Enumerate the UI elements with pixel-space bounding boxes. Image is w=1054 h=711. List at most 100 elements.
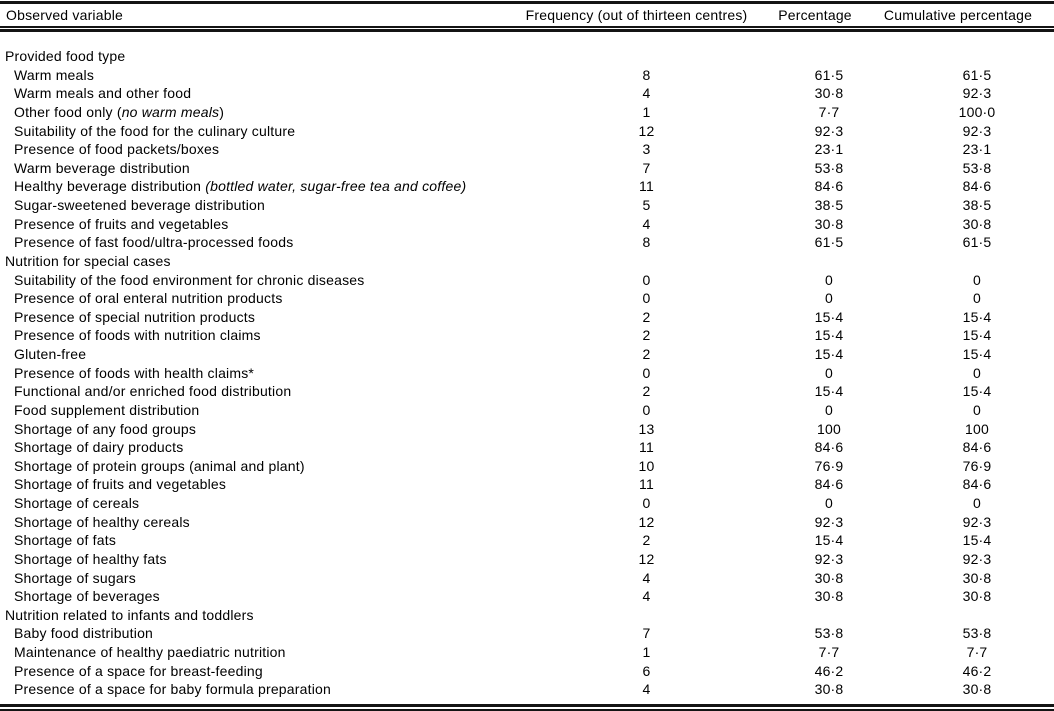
- row-label: Warm beverage distribution: [14, 159, 190, 176]
- table-row: Shortage of dairy products 11 84·6 84·6: [0, 438, 1054, 457]
- table-row: Presence of fruits and vegetables 4 30·8…: [0, 215, 1054, 234]
- cell-frequency: 0: [642, 364, 651, 381]
- cell-cumulative-percentage: 0: [973, 271, 981, 288]
- row-label: Presence of a space for breast-feeding: [14, 662, 263, 679]
- row-label: Maintenance of healthy paediatric nutrit…: [14, 644, 286, 660]
- row-label: Presence of a space for baby formula pre…: [14, 681, 331, 698]
- cell-cumulative-percentage: 76·9: [962, 457, 992, 474]
- cell-percentage: 23·1: [814, 141, 844, 158]
- cell-frequency: 2: [642, 532, 651, 549]
- table-row: Warm beverage distribution 7 53·8 53·8: [0, 159, 1054, 178]
- table-header-row: Observed variable Frequency (out of thir…: [0, 4, 1054, 26]
- table-row: Presence of fast food/ultra-processed fo…: [0, 233, 1054, 252]
- cell-cumulative-percentage: 92·3: [962, 513, 992, 530]
- cell-percentage: 15·4: [814, 327, 844, 344]
- table-row: Shortage of healthy fats 12 92·3 92·3: [0, 550, 1054, 569]
- table-row: Shortage of beverages 4 30·8 30·8: [0, 587, 1054, 606]
- cell-frequency: 3: [642, 141, 651, 158]
- cell-cumulative-percentage: 0: [973, 401, 981, 418]
- cell-frequency: 10: [638, 457, 655, 474]
- cell-frequency: 4: [642, 569, 651, 586]
- table-row: Maintenance of healthy paediatric nutrit…: [0, 643, 1054, 662]
- column-header-percentage: Percentage: [778, 7, 852, 23]
- cell-percentage: [768, 252, 862, 271]
- row-label: Presence of fruits and vegetables: [14, 215, 229, 232]
- table-row: Functional and/or enriched food distribu…: [0, 382, 1054, 401]
- table-row: Presence of a space for breast-feeding 6…: [0, 662, 1054, 681]
- table-row: Provided food type: [0, 47, 1054, 66]
- cell-percentage: 0: [825, 401, 833, 418]
- cell-percentage: 15·4: [814, 383, 844, 400]
- row-label: Shortage of healthy cereals: [14, 513, 190, 530]
- cell-frequency: [505, 252, 768, 271]
- table-row: Presence of food packets/boxes 3 23·1 23…: [0, 140, 1054, 159]
- row-label: Warm meals: [14, 66, 95, 83]
- cell-percentage: 84·6: [814, 178, 844, 195]
- row-label: Shortage of protein groups (animal and p…: [14, 457, 305, 474]
- table-row: Other food only (no warm meals) 1 7·7 10…: [0, 103, 1054, 122]
- cell-cumulative-percentage: 92·3: [962, 85, 992, 102]
- cell-frequency: 4: [642, 588, 651, 605]
- row-label: Shortage of fruits and vegetables: [14, 476, 227, 493]
- row-label: Sugar-sweetened beverage distribution: [14, 197, 265, 213]
- table-row: Nutrition for special cases: [0, 252, 1054, 271]
- cell-cumulative-percentage: 30·8: [962, 588, 992, 605]
- cell-percentage: 46·2: [814, 662, 844, 679]
- row-label: Provided food type: [5, 48, 126, 64]
- cell-cumulative-percentage: 61·5: [962, 66, 992, 83]
- table-row: Presence of special nutrition products 2…: [0, 308, 1054, 327]
- cell-cumulative-percentage: 15·4: [962, 308, 992, 325]
- cell-cumulative-percentage: 84·6: [962, 439, 992, 456]
- cell-frequency: 8: [642, 234, 651, 251]
- cell-percentage: 84·6: [814, 439, 844, 456]
- row-label: Shortage of any food groups: [14, 420, 197, 437]
- table-row: Nutrition related to infants and toddler…: [0, 606, 1054, 625]
- row-label: Shortage of healthy fats: [14, 550, 167, 567]
- cell-cumulative-percentage: 15·4: [962, 346, 992, 362]
- row-label: Suitability of the food environment for …: [14, 271, 365, 288]
- cell-frequency: 6: [642, 662, 651, 679]
- cell-percentage: 30·8: [814, 215, 844, 232]
- row-label: Shortage of sugars: [14, 569, 136, 586]
- row-label: Healthy beverage distribution (bottled w…: [14, 178, 467, 195]
- table-row: Sugar-sweetened beverage distribution 5 …: [0, 196, 1054, 215]
- table-row: Shortage of fruits and vegetables 11 84·…: [0, 475, 1054, 494]
- column-header-observed-variable: Observed variable: [6, 7, 124, 23]
- cell-frequency: 12: [638, 513, 655, 530]
- cell-cumulative-percentage: 61·5: [962, 234, 992, 251]
- cell-cumulative-percentage: 84·6: [962, 178, 992, 195]
- cell-percentage: 30·8: [814, 681, 844, 698]
- cell-cumulative-percentage: 15·4: [962, 327, 992, 344]
- table-top-rule: [0, 1, 1054, 4]
- cell-cumulative-percentage: 92·3: [962, 550, 992, 567]
- table-row: Presence of foods with health claims* 0 …: [0, 364, 1054, 383]
- table-row: Presence of foods with nutrition claims …: [0, 326, 1054, 345]
- row-label: Presence of foods with health claims*: [14, 364, 255, 381]
- table-row: Food supplement distribution 0 0 0: [0, 401, 1054, 420]
- cell-frequency: 4: [642, 85, 651, 102]
- cell-frequency: 2: [642, 327, 651, 344]
- table-row: Suitability of the food for the culinary…: [0, 122, 1054, 141]
- table-row: Suitability of the food environment for …: [0, 271, 1054, 290]
- cell-cumulative-percentage: 0: [973, 290, 981, 307]
- cell-percentage: 92·3: [814, 122, 844, 139]
- cell-cumulative-percentage: 92·3: [962, 122, 992, 139]
- row-label: Presence of food packets/boxes: [14, 141, 220, 158]
- cell-cumulative-percentage: 38·5: [962, 197, 992, 213]
- cell-frequency: 0: [642, 271, 651, 288]
- cell-frequency: 11: [639, 476, 654, 493]
- table-row: Shortage of sugars 4 30·8 30·8: [0, 569, 1054, 588]
- row-label: Shortage of cereals: [14, 495, 140, 511]
- row-label: Nutrition related to infants and toddler…: [5, 606, 254, 623]
- row-label: Functional and/or enriched food distribu…: [14, 383, 292, 400]
- cell-frequency: 2: [642, 346, 651, 362]
- cell-cumulative-percentage: [862, 252, 1054, 271]
- row-label: Other food only (no warm meals): [14, 103, 225, 120]
- cell-frequency: 0: [642, 401, 651, 418]
- cell-percentage: 100: [817, 420, 841, 437]
- cell-cumulative-percentage: 53·8: [962, 625, 992, 642]
- cell-percentage: 30·8: [814, 85, 844, 102]
- cell-cumulative-percentage: 7·7: [966, 644, 988, 660]
- cell-percentage: 7·7: [818, 644, 840, 660]
- cell-percentage: 61·5: [814, 66, 844, 83]
